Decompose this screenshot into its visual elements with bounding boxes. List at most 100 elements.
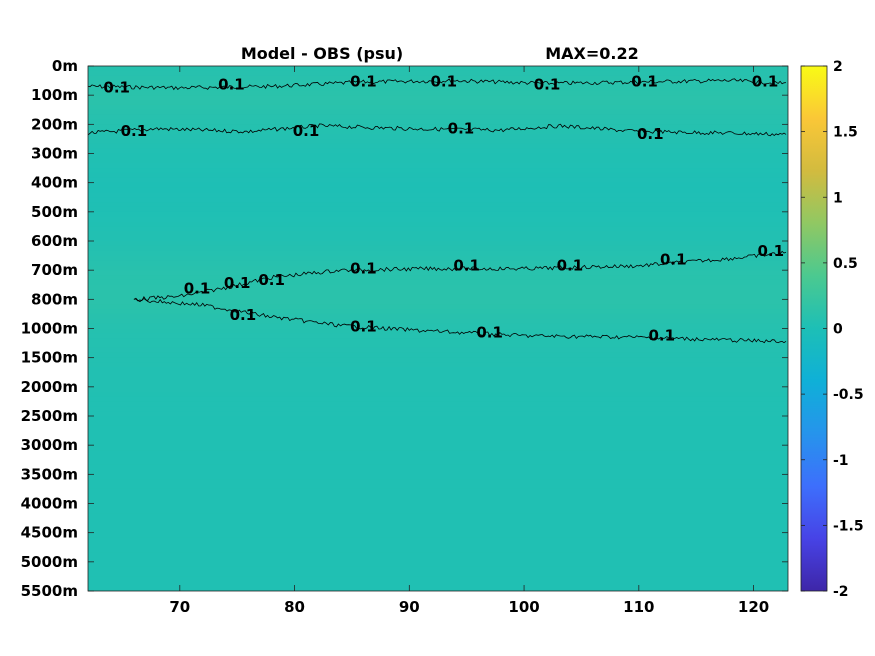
contour-label: 0.1 [752, 73, 779, 91]
field-band [88, 104, 788, 111]
field-band [88, 129, 788, 135]
field-band [88, 90, 788, 96]
contour-line [133, 297, 787, 344]
y-tick-label: 5500m [21, 582, 78, 600]
field-band [88, 270, 788, 276]
y-tick-label: 500m [31, 203, 78, 221]
field-band [88, 357, 788, 364]
field-band [88, 566, 788, 573]
field-band [88, 556, 788, 563]
y-tick-label: 3500m [21, 465, 78, 483]
contour-label: 0.1 [218, 76, 245, 94]
field-band [88, 333, 788, 339]
contour-label: 0.1 [350, 318, 377, 336]
y-tick-label: 4000m [21, 495, 78, 513]
y-tick-label: 0m [52, 57, 78, 75]
field-band [88, 70, 788, 77]
field-band [88, 547, 788, 553]
field-band [88, 313, 788, 320]
contour-label: 0.1 [293, 122, 320, 140]
field-band [88, 513, 788, 519]
x-tick-label: 80 [284, 598, 305, 616]
field-band [88, 425, 788, 432]
field-band [88, 518, 788, 524]
field-band [88, 416, 788, 422]
colorbar-ticks: 2 1.5 1 0.5 0 -0.5 -1 -1.5 -2 [801, 59, 864, 600]
contour-label: 0.1 [224, 274, 251, 292]
field-band [88, 450, 788, 456]
contour-label: 0.1 [660, 251, 687, 269]
colorbar-tick-label: 0 [833, 322, 843, 338]
contour-label: 0.1 [453, 256, 480, 274]
field-band [88, 527, 788, 534]
contour-label: 0.1 [230, 306, 257, 324]
field-band [88, 211, 788, 218]
y-tick-label: 400m [31, 174, 78, 192]
chart-title: Model - OBS (psu) [241, 44, 403, 63]
field-band [88, 153, 788, 159]
y-tick-label: 3000m [21, 436, 78, 454]
field-band [88, 479, 788, 485]
y-tick-label: 600m [31, 232, 78, 250]
field-band [88, 206, 788, 213]
heatmap-field [88, 66, 788, 591]
field-band [88, 561, 788, 568]
field-band [88, 284, 788, 291]
contour-label: 0.1 [476, 323, 503, 341]
field-band [88, 474, 788, 480]
field-band [88, 197, 788, 203]
x-tick-label: 110 [623, 598, 654, 616]
colorbar [800, 65, 828, 592]
contour-label: 0.1 [121, 122, 148, 140]
contour-line [88, 123, 787, 137]
field-band [88, 245, 788, 252]
colorbar-tick-label: -0.5 [833, 387, 864, 403]
field-band [88, 279, 788, 286]
field-band [88, 430, 788, 437]
y-tick-label: 700m [31, 261, 78, 279]
field-band [88, 522, 788, 529]
field-band [88, 66, 788, 72]
y-tick-label: 1000m [21, 320, 78, 338]
y-tick-label: 2500m [21, 407, 78, 425]
field-band [88, 503, 788, 509]
field-band [88, 386, 788, 393]
field-band [88, 367, 788, 373]
y-tick-label: 100m [31, 86, 78, 104]
field-band [88, 221, 788, 228]
field-band [88, 459, 788, 466]
field-band [88, 182, 788, 189]
contour-label: 0.1 [557, 256, 584, 274]
field-band [88, 435, 788, 441]
contour-label: 0.1 [350, 259, 377, 277]
y-tick-label: 1500m [21, 349, 78, 367]
field-band [88, 163, 788, 169]
contour-line [133, 250, 787, 302]
contour-label: 0.1 [648, 326, 675, 344]
field-band [88, 304, 788, 310]
contour-label: 0.1 [631, 73, 658, 91]
colorbar-tick-label: -2 [833, 584, 849, 600]
contour-line [88, 78, 787, 91]
field-band [88, 552, 788, 558]
field-band [88, 391, 788, 398]
field-band [88, 119, 788, 125]
field-band [88, 241, 788, 247]
field-band [88, 124, 788, 130]
x-tick-label: 90 [399, 598, 420, 616]
field-band [88, 309, 788, 315]
field-band [88, 299, 788, 305]
colorbar-tick-label: -1 [833, 453, 849, 469]
field-band [88, 445, 788, 451]
y-tick-label: 200m [31, 115, 78, 133]
field-band [88, 493, 788, 500]
field-band [88, 100, 788, 106]
y-axis-ticks: 0m 100m 200m 300m 400m 500m 600m 700m 800m 1000m 1… [21, 57, 788, 600]
max-label: MAX=0.22 [545, 44, 639, 63]
colorbar-tick-label: 0.5 [833, 256, 858, 272]
field-band [88, 172, 788, 179]
field-band [88, 586, 788, 591]
field-band [88, 294, 788, 300]
field-band [88, 352, 788, 359]
